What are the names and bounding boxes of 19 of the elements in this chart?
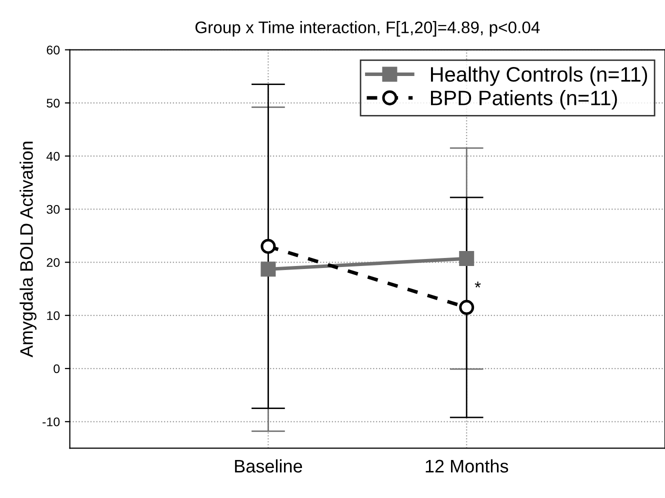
point	[459, 251, 474, 266]
point	[459, 300, 474, 315]
point	[260, 262, 276, 277]
point	[260, 238, 276, 254]
y-tick-label: 10	[47, 311, 60, 320]
y-tick-label: 30	[46, 204, 60, 214]
y-tick-label: 20	[46, 258, 60, 267]
y-tick-label: 40	[46, 152, 60, 161]
y-tick-label: 50	[46, 98, 60, 108]
annotation: *	[474, 282, 481, 288]
x-tick-label: Baseline	[235, 459, 302, 473]
y-tick-label: 60	[46, 46, 60, 54]
y-axis-title: Amygdala BOLD Activation	[20, 142, 36, 358]
legend-label: BPD Patients (n=11)	[431, 90, 617, 110]
legend-label: Healthy Controls (n=11)	[431, 66, 648, 86]
chart-title: Group x Time interaction, F[1,20]=4.89, p<0.04	[195, 21, 540, 37]
y-tick-label: -10	[42, 417, 60, 426]
y-tick-label: 0	[54, 364, 60, 374]
x-tick-label: 12 Months	[426, 459, 508, 473]
